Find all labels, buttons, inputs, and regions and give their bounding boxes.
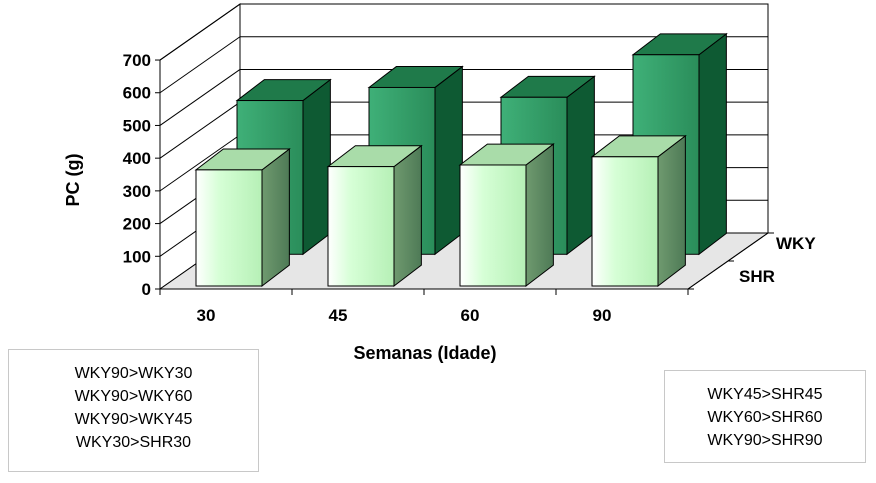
note-line: WKY90>WKY45 [74,411,193,428]
y-tick-label: 600 [123,84,151,103]
x-tick-label: 90 [593,306,612,325]
note-line: WKY60>SHR60 [707,409,823,426]
comparison-notes-right: WKY45>SHR45 WKY60>SHR60 WKY90>SHR90 [664,370,866,463]
shr-bar [590,134,687,288]
shr-series-bars [194,134,687,288]
comparison-notes-left: WKY90>WKY30 WKY90>WKY60 WKY90>WKY45 WKY3… [8,349,259,472]
note-line: WKY90>WKY30 [74,365,193,382]
x-tick-label: 45 [329,306,348,325]
y-tick-label: 400 [123,149,151,168]
series-label-wky: WKY [776,234,816,253]
shr-bar [326,144,423,288]
x-tick-label: 30 [197,306,216,325]
y-tick-label: 500 [123,116,151,135]
x-tick-label: 60 [461,306,480,325]
shr-bar [458,143,555,288]
note-line: WKY30>SHR30 [75,434,192,451]
y-tick-label: 700 [123,51,151,70]
y-tick-label: 0 [142,280,151,299]
note-line: WKY45>SHR45 [707,386,823,403]
y-axis-title: PC (g) [63,154,83,207]
x-axis-title: Semanas (Idade) [353,343,496,363]
shr-bar [194,147,291,288]
note-line: WKY90>WKY60 [74,388,193,405]
note-line: WKY90>SHR90 [707,432,823,449]
y-tick-label: 300 [123,182,151,201]
chart-labels: PC (g) Semanas (Idade) 0 100 200 300 400 500 6… [63,51,816,363]
y-tick-label: 200 [123,215,151,234]
y-tick-label: 100 [123,247,151,266]
series-label-shr: SHR [739,267,775,286]
